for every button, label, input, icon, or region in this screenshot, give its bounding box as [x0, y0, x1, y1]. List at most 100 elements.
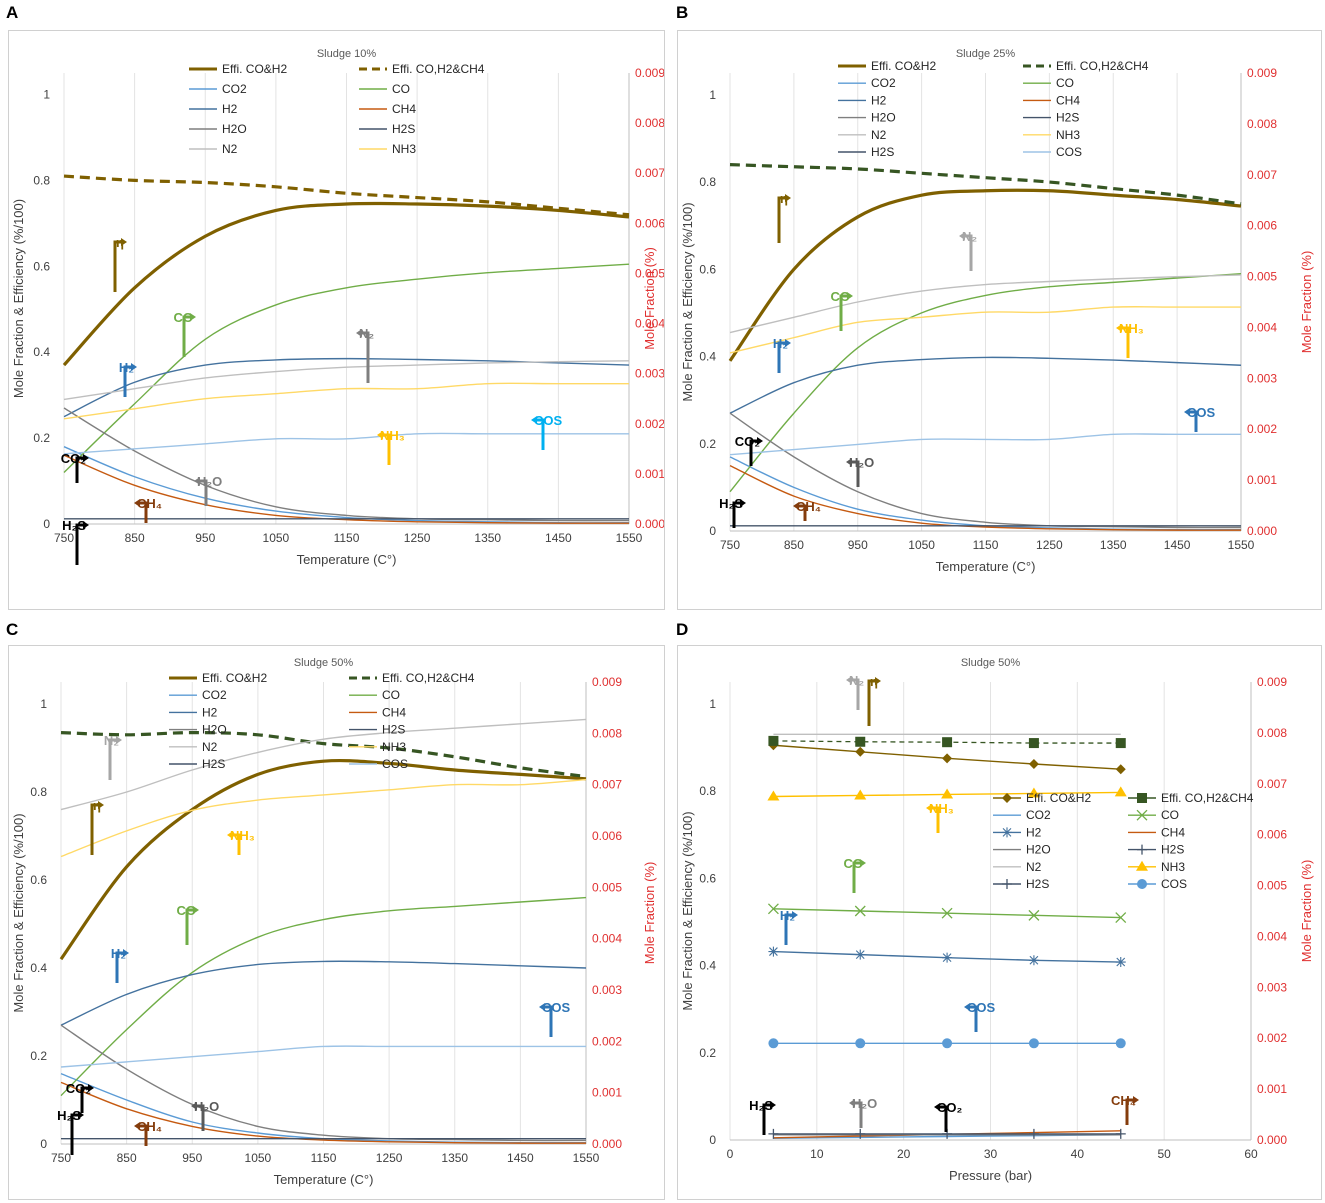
annotation-arrow-3: [227, 831, 241, 855]
annotation-label: CO: [831, 289, 851, 304]
legend-label-cos: COS: [1161, 877, 1187, 891]
annotation-arrow-2: [90, 801, 104, 855]
y2-tick-label: 0.009: [1247, 66, 1277, 80]
y-tick-label: 0.8: [30, 785, 47, 799]
legend-label-co2: CO2: [1026, 808, 1051, 822]
x-tick-label: 950: [848, 538, 868, 552]
y2-tick-label: 0.009: [592, 675, 622, 689]
x-tick-label: 1550: [1228, 538, 1255, 552]
x-tick-label: 30: [984, 1147, 998, 1161]
y-tick-label: 0.2: [699, 437, 716, 451]
annotation-arrow-1: [846, 676, 860, 710]
y2-tick-label: 0.004: [635, 317, 664, 331]
legend-label-nh3: NH3: [1161, 860, 1185, 874]
annotation-label: CO: [177, 903, 197, 918]
legend-label-h2s: H2S: [382, 723, 405, 737]
annotation-arrow-10: [134, 1122, 148, 1146]
x-axis-title: Temperature (C°): [274, 1172, 374, 1187]
x-tick-label: 1450: [545, 531, 572, 545]
data-point-h2: [1115, 957, 1126, 968]
annotation-arrow-3: [356, 329, 370, 383]
annotation-label: H₂O: [849, 455, 874, 470]
x-axis-title: Temperature (C°): [297, 552, 397, 567]
series-line-cos: [729, 433, 1241, 456]
annotation-label: CO₂: [61, 451, 87, 466]
y-tick-label: 0: [40, 1137, 47, 1151]
legend-marker-h2s: [1002, 879, 1012, 889]
annotation-arrow-1: [108, 736, 122, 780]
y-tick-label: 0.8: [699, 784, 716, 798]
series-line-h2: [729, 356, 1242, 414]
y2-tick-label: 0.003: [1247, 371, 1277, 385]
y2-tick-label: 0.000: [1247, 524, 1277, 538]
y2-tick-label: 0.008: [635, 116, 664, 130]
y-tick-label: 0.8: [699, 175, 716, 189]
panel-label-a: A: [6, 3, 19, 22]
legend-label-co2: CO2: [222, 82, 247, 96]
annotation-arrow-4: [852, 859, 866, 893]
annotation-label: CO: [174, 310, 194, 325]
series-line-effi-co-h2: [62, 201, 630, 367]
legend-label-h2s: H2S: [202, 757, 225, 771]
legend-label-h2: H2: [222, 102, 238, 116]
chart-title: Sludge 50%: [294, 657, 354, 669]
y2-tick-label: 0.005: [1247, 270, 1277, 284]
legend-label-effi-co-h2: Effi. CO&H2: [871, 59, 936, 73]
legend-label-co2: CO2: [202, 688, 227, 702]
y-tick-label: 0.2: [30, 1049, 47, 1063]
data-point-cos: [1115, 1038, 1126, 1049]
annotation-label: NH₃: [929, 801, 954, 816]
data-point-effi-co-h2: [1115, 764, 1126, 775]
annotation-label: COS: [534, 413, 563, 428]
annotation-arrow-6: [531, 416, 545, 450]
x-tick-label: 10: [810, 1147, 824, 1161]
legend-label-effi-co-h2: Effi. CO&H2: [1026, 791, 1091, 805]
legend-marker-cos: [1137, 879, 1147, 889]
legend-label-h2: H2: [871, 93, 887, 107]
data-point-h2: [1028, 955, 1039, 966]
series-line-nh3: [729, 306, 1241, 354]
series-line-n2: [729, 274, 1242, 334]
annotation-arrow-7: [80, 1084, 94, 1113]
series-line-co: [60, 896, 587, 1097]
y-tick-label: 1: [709, 88, 716, 102]
series-line-cos: [60, 1045, 586, 1068]
x-axis-title: Pressure (bar): [949, 1168, 1032, 1183]
series-line-nh3: [63, 382, 629, 420]
legend-label-h2s: H2S: [1056, 111, 1079, 125]
data-point-co: [941, 907, 953, 919]
annotation-label: COS: [967, 1000, 996, 1015]
x-tick-label: 1350: [474, 531, 501, 545]
legend-label-co: CO: [382, 688, 400, 702]
data-point-effi-co-h2: [1028, 759, 1039, 770]
y2-tick-label: 0.007: [1257, 777, 1287, 791]
legend-label-h2o: H2O: [202, 723, 227, 737]
legend-label-h2: H2: [202, 705, 218, 719]
x-tick-label: 1450: [507, 1151, 534, 1165]
annotation-label: H₂S: [62, 518, 86, 533]
y2-tick-label: 0.000: [1257, 1133, 1287, 1147]
legend-label-n2: N2: [871, 128, 887, 142]
annotation-label: COS: [542, 1000, 571, 1015]
y-axis-title: Mole Fraction & Efficiency (%/100): [680, 202, 695, 401]
x-tick-label: 1550: [616, 531, 643, 545]
annotation-label: CH₄: [1111, 1093, 1136, 1108]
data-point-effi-co-h2-ch4: [942, 737, 953, 748]
annotation-arrow-2: [182, 313, 196, 357]
annotation-arrow-8: [191, 1102, 205, 1131]
annotation-label: N₂: [849, 673, 864, 688]
annotation-label: H₂O: [194, 1099, 219, 1114]
y2-tick-label: 0.006: [592, 829, 622, 843]
legend-label-co2: CO2: [871, 76, 896, 90]
x-tick-label: 1550: [573, 1151, 600, 1165]
annotation-arrow-7: [749, 437, 763, 466]
annotation-arrow-10: [793, 502, 807, 521]
x-tick-label: 1350: [1100, 538, 1127, 552]
annotation-label: H₂S: [749, 1098, 773, 1113]
series-line-ch4: [60, 1081, 587, 1144]
y2-tick-label: 0.003: [635, 367, 664, 381]
annotation-label: H₂: [780, 908, 795, 923]
y-tick-label: 0.4: [30, 961, 47, 975]
y2-axis-title: Mole Fraction (%): [1299, 251, 1314, 354]
y-tick-label: 0.4: [33, 345, 50, 359]
